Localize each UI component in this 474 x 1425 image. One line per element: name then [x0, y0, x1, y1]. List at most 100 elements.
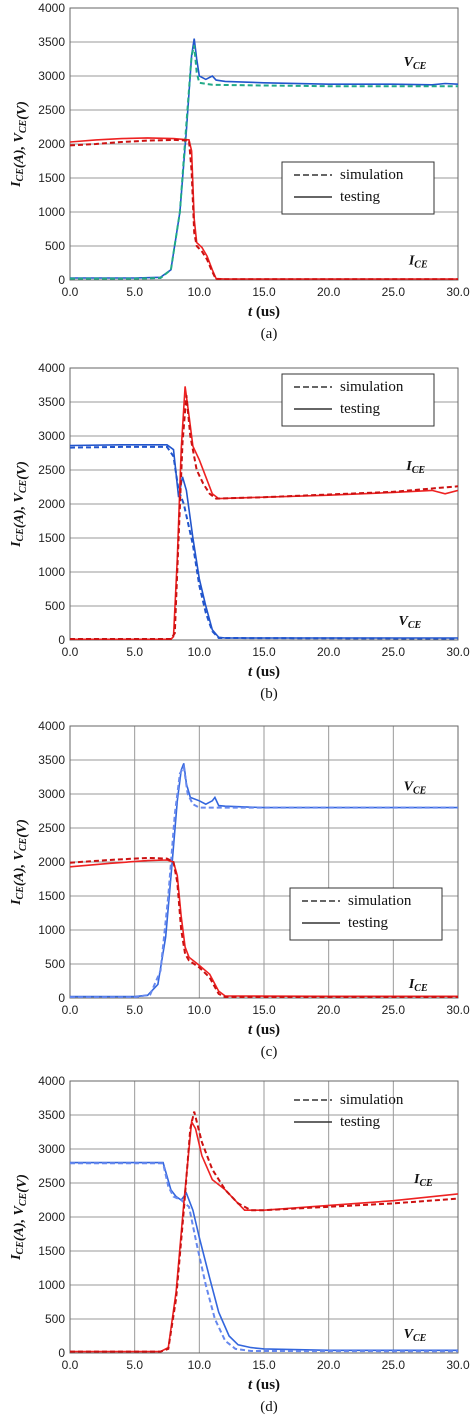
plot-area-frame: [69, 7, 459, 281]
y-tick-label: 3500: [38, 753, 65, 767]
y-tick-label: 2000: [38, 137, 65, 151]
chart-c-svg: 0 500 1000 1500 2000 2500 3000 3500 4000 0.0 5.0 10…: [9, 719, 470, 1060]
y-tick-label: 3500: [38, 1108, 65, 1122]
x-tick-label: 30.0: [446, 285, 470, 299]
series-line-simulation: [70, 763, 458, 998]
panel-caption: (d): [260, 1399, 278, 1415]
y-tick-label: 1000: [38, 565, 65, 579]
legend-label: testing: [340, 189, 380, 205]
series-line-testing: [70, 763, 458, 998]
y-tick-label: 1000: [38, 1278, 65, 1292]
y-tick-label: 2500: [38, 463, 65, 477]
y-tick-label: 3000: [38, 1142, 65, 1156]
panel-caption: (b): [260, 686, 278, 702]
x-tick-label: 10.0: [188, 285, 212, 299]
chart-panel-a: 0 500 1000 1500 2000 2500 3000 3500 4000 0.0 5.0 10…: [0, 0, 474, 352]
y-tick-label: 500: [45, 957, 65, 971]
x-tick-label: 20.0: [317, 1358, 341, 1372]
legend: simulation testing: [289, 887, 443, 941]
series-annotation: ICE: [413, 1172, 433, 1189]
x-tick-label: 15.0: [252, 285, 276, 299]
x-tick-label: 20.0: [317, 285, 341, 299]
legend-label: simulation: [340, 167, 404, 183]
chart-panel-d: 0 500 1000 1500 2000 2500 3000 3500 4000 0.0 5.0 10…: [0, 1073, 474, 1425]
legend-box: [289, 887, 443, 941]
y-tick-label: 1500: [38, 531, 65, 545]
y-axis-label: ICE(A), VCE(V): [9, 819, 30, 906]
y-tick-label: 1000: [38, 205, 65, 219]
chart-d-svg: 0 500 1000 1500 2000 2500 3000 3500 4000 0.0 5.0 10…: [9, 1074, 470, 1415]
y-tick-label: 2000: [38, 1210, 65, 1224]
x-tick-label: 15.0: [252, 1003, 276, 1017]
y-tick-label: 3500: [38, 395, 65, 409]
x-tick-label: 10.0: [188, 1003, 212, 1017]
y-tick-label: 1000: [38, 923, 65, 937]
series-line-simulation: [70, 138, 458, 280]
x-tick-label: 20.0: [317, 645, 341, 659]
series-line-simulation: [70, 1111, 458, 1353]
y-tick-label: 500: [45, 1312, 65, 1326]
plot-area-frame: [69, 1080, 459, 1354]
y-tick-label: 4000: [38, 1, 65, 15]
x-axis-label: t (us): [248, 664, 280, 680]
y-tick-label: 1500: [38, 1244, 65, 1258]
x-axis-label: t (us): [248, 1022, 280, 1038]
y-tick-label: 3000: [38, 429, 65, 443]
x-tick-label: 10.0: [188, 1358, 212, 1372]
series-annotation: ICE: [408, 253, 428, 270]
legend-label: testing: [340, 401, 380, 417]
y-tick-label: 3000: [38, 787, 65, 801]
y-tick-label: 2500: [38, 1176, 65, 1190]
y-tick-label: 1500: [38, 889, 65, 903]
y-tick-label: 0: [58, 991, 65, 1005]
series-line-simulation: [70, 45, 458, 280]
y-tick-label: 3000: [38, 69, 65, 83]
x-tick-label: 0.0: [62, 1003, 79, 1017]
y-tick-label: 0: [58, 273, 65, 287]
x-tick-label: 20.0: [317, 1003, 341, 1017]
series-line-simulation: [70, 856, 458, 998]
y-tick-label: 0: [58, 633, 65, 647]
y-axis-label: ICE(A), VCE(V): [9, 1174, 30, 1261]
x-tick-label: 0.0: [62, 285, 79, 299]
y-tick-label: 0: [58, 1346, 65, 1360]
y-tick-label: 2000: [38, 855, 65, 869]
series-annotation: VCE: [404, 780, 427, 797]
y-tick-label: 1500: [38, 171, 65, 185]
legend: simulation testing: [281, 373, 435, 427]
x-tick-label: 0.0: [62, 1358, 79, 1372]
x-tick-label: 30.0: [446, 1003, 470, 1017]
series-annotation: VCE: [399, 614, 422, 631]
legend-label: testing: [340, 1114, 380, 1130]
x-tick-label: 25.0: [382, 1358, 406, 1372]
series-annotation: ICE: [408, 977, 428, 994]
x-tick-label: 5.0: [126, 1358, 143, 1372]
x-tick-label: 25.0: [382, 645, 406, 659]
series-annotation: ICE: [405, 459, 425, 476]
series-line-simulation: [70, 445, 458, 640]
series-line-simulation: [70, 1162, 458, 1353]
y-tick-label: 3500: [38, 35, 65, 49]
legend-label: simulation: [340, 1092, 404, 1108]
y-tick-label: 2500: [38, 821, 65, 835]
y-axis-label: ICE(A), VCE(V): [9, 101, 30, 188]
y-tick-label: 2000: [38, 497, 65, 511]
legend: simulation testing: [294, 1092, 404, 1130]
series-annotation: VCE: [404, 55, 427, 72]
panel-caption: (a): [261, 326, 278, 342]
chart-b-svg: 0 500 1000 1500 2000 2500 3000 3500 4000 0.0 5.0 10…: [9, 361, 470, 702]
legend-label: simulation: [348, 893, 412, 909]
legend-box: [281, 373, 435, 427]
x-axis-label: t (us): [248, 304, 280, 320]
x-tick-label: 15.0: [252, 1358, 276, 1372]
plot-area-frame: [69, 367, 459, 641]
chart-panel-b: 0 500 1000 1500 2000 2500 3000 3500 4000 0.0 5.0 10…: [0, 360, 474, 712]
y-axis-label: ICE(A), VCE(V): [9, 461, 30, 548]
y-tick-label: 2500: [38, 103, 65, 117]
x-tick-label: 0.0: [62, 645, 79, 659]
y-tick-label: 4000: [38, 361, 65, 375]
x-tick-label: 5.0: [126, 645, 143, 659]
series-annotation: VCE: [404, 1327, 427, 1344]
y-tick-label: 4000: [38, 719, 65, 733]
x-tick-label: 5.0: [126, 285, 143, 299]
